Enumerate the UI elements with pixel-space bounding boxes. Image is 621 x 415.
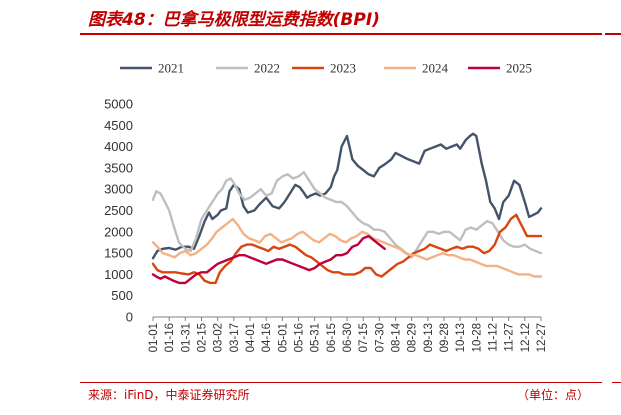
y-tick-label: 1000 [104, 267, 133, 282]
series-line-2025 [151, 234, 386, 285]
x-tick-label: 11-12 [488, 323, 500, 352]
y-tick-label: 4500 [104, 118, 133, 133]
x-tick-label: 08-29 [407, 323, 419, 352]
bpi-line-chart: 2021 2022 2023 2024 2025 0 500 1000 1500 2000 250… [104, 61, 548, 353]
edge-rule-fragment [605, 33, 621, 35]
x-tick-label: 10-13 [455, 323, 467, 352]
series-line-2021 [151, 132, 543, 260]
y-tick-label: 2000 [104, 224, 133, 239]
legend-label-2023: 2023 [330, 61, 356, 76]
chart-legend: 2021 2022 2023 2024 2025 [120, 61, 532, 76]
edge-rule-fragment-bottom [612, 382, 621, 383]
series-line-2022 [151, 170, 543, 259]
x-tick-label: 04-01 [245, 323, 257, 352]
legend-label-2021: 2021 [158, 61, 184, 76]
x-tick-label: 04-16 [261, 323, 273, 352]
y-tick-label: 1500 [104, 246, 133, 261]
source-rule [80, 382, 602, 383]
legend-label-2025: 2025 [506, 61, 532, 76]
y-tick-label: 2500 [104, 203, 133, 218]
x-tick-label: 12-12 [520, 323, 532, 352]
x-tick-label: 05-31 [310, 323, 322, 352]
series-line-2024 [151, 217, 543, 278]
x-tick-label: 12-27 [536, 323, 548, 352]
x-tick-label: 03-17 [229, 323, 241, 352]
x-tick-label: 07-15 [358, 323, 370, 352]
x-tick-label: 09-13 [423, 323, 435, 352]
x-tick-label: 11-27 [504, 323, 516, 352]
x-tick-label: 01-01 [148, 323, 160, 352]
y-tick-label: 3500 [104, 160, 133, 175]
legend-label-2022: 2022 [254, 61, 280, 76]
figure-title: 图表48：巴拿马极限型运费指数(BPI) [88, 10, 380, 30]
series-layer [151, 132, 543, 285]
x-tick-label: 06-30 [342, 323, 354, 352]
x-tick-label: 06-15 [326, 323, 338, 352]
x-tick-label: 01-16 [164, 323, 176, 352]
x-tick-label: 08-14 [391, 322, 403, 352]
y-tick-label: 5000 [104, 97, 133, 112]
x-tick-label: 07-30 [374, 323, 386, 352]
x-axis: 01-01 01-16 01-31 02-15 03-02 03-17 04-01 04-16… [148, 316, 548, 352]
unit-note: （单位：点） [516, 388, 589, 402]
x-tick-label: 05-16 [294, 323, 306, 352]
x-tick-label: 09-28 [439, 323, 451, 352]
x-tick-label: 10-28 [471, 323, 483, 352]
x-tick-label: 05-01 [277, 323, 289, 352]
y-tick-label: 3000 [104, 182, 133, 197]
y-tick-label: 4000 [104, 139, 133, 154]
x-tick-label: 03-02 [213, 323, 225, 352]
y-tick-label: 0 [126, 310, 133, 325]
x-tick-label: 01-31 [180, 323, 192, 352]
title-rule [80, 33, 602, 35]
legend-label-2024: 2024 [422, 61, 449, 76]
source-note: 来源：iFinD，中泰证券研究所 [88, 388, 250, 402]
y-tick-label: 500 [111, 288, 133, 303]
y-axis: 0 500 1000 1500 2000 2500 3000 3500 4000 4500 5000 [104, 97, 133, 325]
x-tick-label: 02-15 [197, 323, 209, 352]
series-line-2023 [151, 213, 543, 285]
